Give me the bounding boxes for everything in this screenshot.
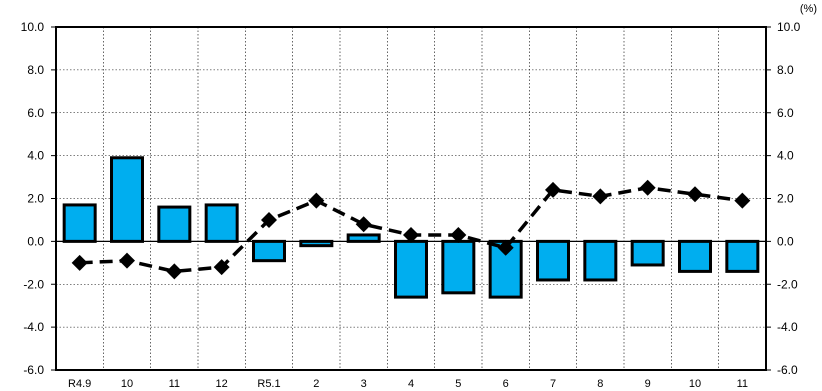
line-point (213, 259, 230, 276)
line-point (308, 192, 325, 209)
x-tick-label: 10 (121, 378, 133, 390)
unit-label: (%) (800, 3, 817, 15)
y-tick-label: 10.0 (21, 20, 45, 34)
line-point (261, 211, 277, 228)
y2-tick-label: -2.0 (777, 277, 798, 291)
line-point (355, 216, 372, 233)
line-point (166, 263, 183, 280)
x-tick-label: 5 (455, 378, 461, 390)
line-point (71, 254, 88, 271)
y2-tick-label: 0.0 (777, 234, 794, 248)
x-tick-label: 7 (550, 378, 556, 390)
bar (630, 239, 665, 267)
x-axis: R4.9 10 11 12 R5.1 2 3 4 5 6 7 8 9 10 11 (68, 378, 748, 390)
bar (110, 156, 144, 243)
y2-tick-label: -6.0 (777, 363, 798, 377)
x-tick-label: 3 (361, 378, 367, 390)
x-tick-label: 10 (689, 378, 701, 390)
x-tick-label: 9 (645, 378, 651, 390)
x-tick-label: 12 (216, 378, 228, 390)
bar (441, 239, 476, 295)
line-point (450, 226, 467, 243)
x-tick-label: 4 (408, 378, 414, 390)
y-tick-label: 0.0 (27, 234, 44, 248)
line-point (639, 179, 656, 196)
y2-tick-label: -4.0 (777, 320, 798, 334)
y2-tick-label: 10.0 (777, 20, 801, 34)
x-tick-label: R5.1 (257, 378, 280, 390)
y2-tick-label: 4.0 (777, 149, 794, 163)
y-tick-label: 6.0 (27, 106, 44, 120)
y2-tick-label: 2.0 (777, 192, 794, 206)
line-point (592, 188, 609, 205)
y2-tick-label: 8.0 (777, 63, 794, 77)
bar-series (62, 156, 760, 299)
y2-tick-label: 6.0 (777, 106, 794, 120)
line-series (71, 179, 751, 280)
line-point (497, 239, 514, 256)
grid (56, 26, 766, 371)
y-axis-right: 10.0 8.0 6.0 4.0 2.0 0.0 -2.0 -4.0 -6.0 (777, 20, 801, 377)
bar (346, 233, 381, 243)
bar (252, 239, 286, 263)
y-tick-label: 8.0 (27, 63, 44, 77)
y-tick-label: -2.0 (23, 277, 44, 291)
line-point (734, 192, 751, 209)
bar (536, 239, 570, 282)
plot-frame (55, 26, 767, 371)
y-tick-label: -4.0 (23, 320, 44, 334)
bar (394, 239, 428, 299)
bar (157, 205, 192, 243)
line-point (545, 181, 561, 198)
line-point (403, 226, 419, 243)
bar (62, 203, 97, 243)
bar (725, 239, 760, 273)
y-tick-label: -6.0 (23, 363, 44, 377)
x-tick-label: 2 (313, 378, 319, 390)
y-axis-left: 10.0 8.0 6.0 4.0 2.0 0.0 -2.0 -4.0 -6.0 (21, 20, 45, 377)
x-tick-label: R4.9 (68, 378, 91, 390)
bar (583, 239, 618, 282)
x-tick-label: 6 (503, 378, 509, 390)
x-tick-label: 11 (169, 378, 180, 390)
bar (299, 239, 334, 248)
line-point (119, 252, 135, 269)
x-tick-label: 11 (737, 378, 748, 390)
x-tick-label: 8 (597, 378, 603, 390)
bar (678, 239, 712, 273)
bar (204, 203, 239, 243)
y-tick-label: 2.0 (27, 192, 44, 206)
y-tick-label: 4.0 (27, 149, 44, 163)
line-point (687, 186, 703, 203)
